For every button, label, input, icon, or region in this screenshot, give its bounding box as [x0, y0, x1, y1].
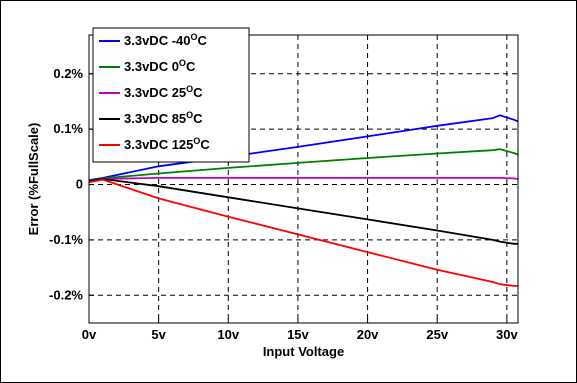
legend-entry-label: 3.3vDC 0OC [124, 58, 196, 74]
y-tick-label: 0.2% [53, 66, 83, 81]
x-tick-label: 10v [217, 327, 239, 342]
series-line-2 [88, 176, 519, 183]
y-tick-label: -0.1% [49, 232, 83, 247]
legend-box [92, 27, 250, 163]
legend-entry-label: 3.3vDC 125OC [124, 136, 210, 152]
legend-entry-label: 3.3vDC -40OC [124, 32, 208, 48]
series-line-4 [88, 178, 518, 287]
x-tick-label: 15v [287, 327, 309, 342]
series-line-0 [88, 114, 519, 181]
x-axis-label: Input Voltage [263, 344, 344, 359]
axis-ticks: 0v 5v 10v 15v 20v 25v 30v 0.2% 0.1% 0 -0.1% -0.2% [49, 66, 518, 342]
series-line-1 [88, 148, 519, 182]
legend-entry-label: 3.3vDC 25OC [124, 84, 203, 100]
series-line-3 [88, 178, 518, 245]
x-tick-label: 30v [496, 327, 518, 342]
y-tick-label: -0.2% [49, 287, 83, 302]
y-tick-label: 0.1% [53, 121, 83, 136]
legend-entry-label: 3.3vDC 85OC [124, 110, 203, 126]
x-tick-label: 5v [151, 327, 166, 342]
y-tick-label: 0 [76, 177, 83, 192]
legend: 3.3vDC -40OC 3.3vDC 0OC 3.3vDC 25OC 3.3vDC … [92, 27, 250, 163]
series-lines [88, 114, 519, 287]
y-axis-label: Error (%FullScale) [26, 123, 41, 236]
plot-frame [88, 34, 519, 324]
x-tick-label: 0v [82, 327, 97, 342]
x-tick-label: 25v [426, 327, 448, 342]
x-tick-label: 20v [357, 327, 379, 342]
